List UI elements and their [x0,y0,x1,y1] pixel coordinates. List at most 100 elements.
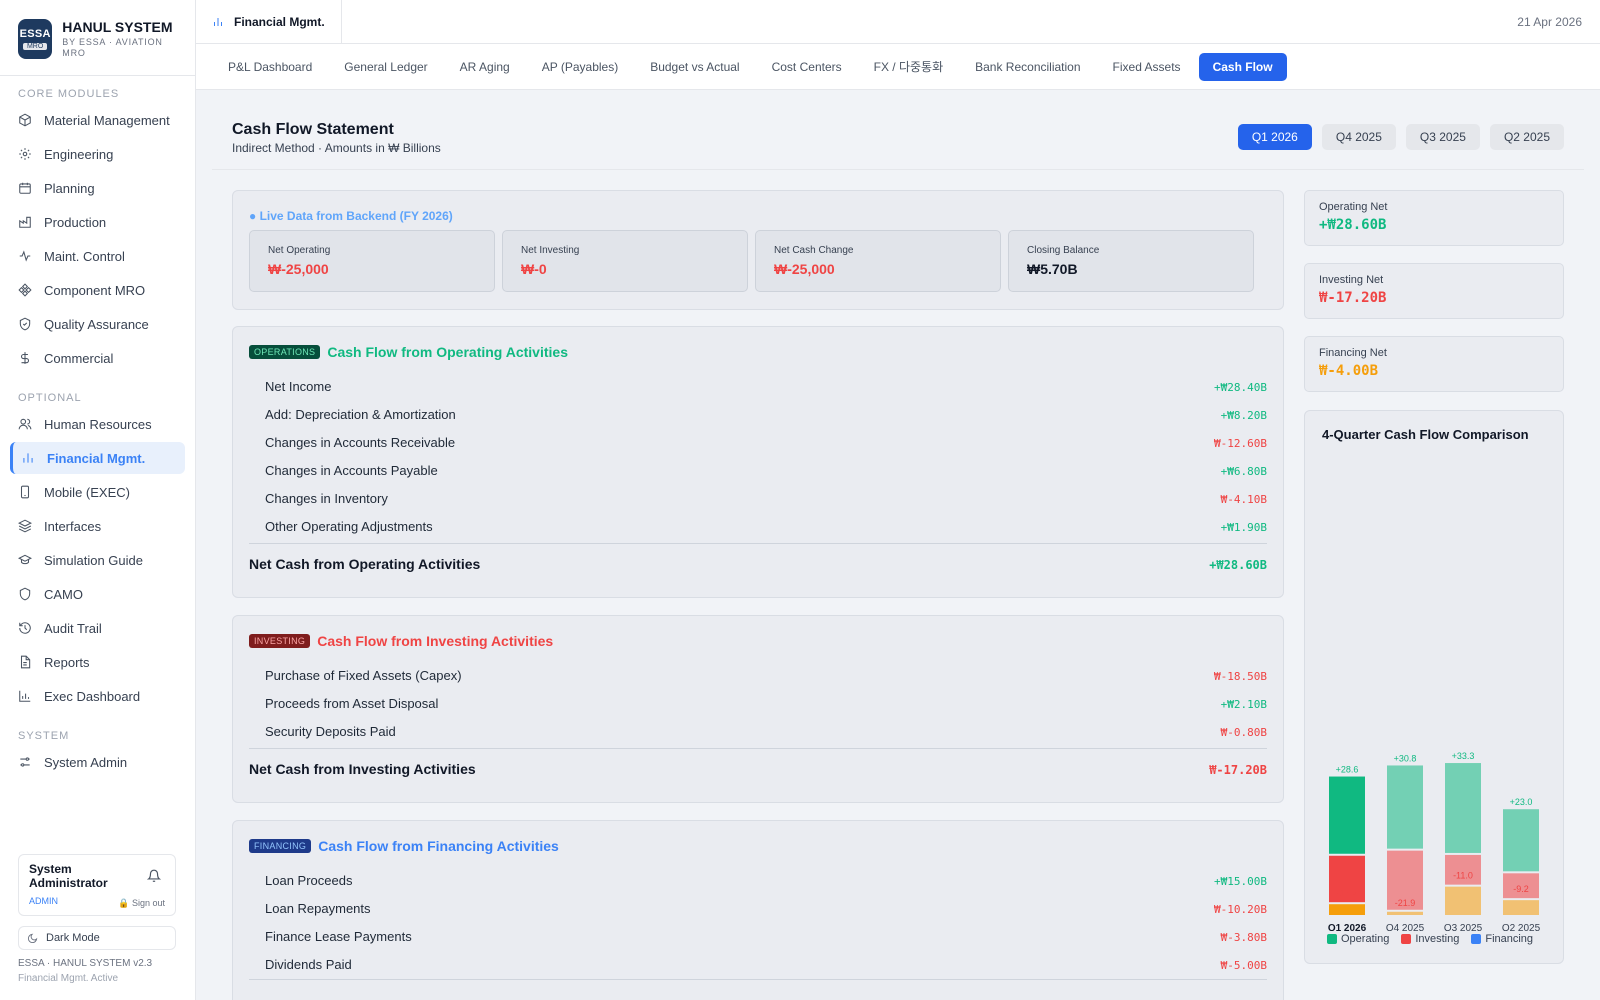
investing-badge: INVESTING [249,634,311,648]
sidebar-item-label: Component MRO [44,282,146,298]
live-data-card: ● Live Data from Backend (FY 2026) Net O… [232,190,1284,310]
current-date: 21 Apr 2026 [1517,15,1582,29]
summary-card-operating-net: Operating Net +₩28.60B [1304,190,1564,246]
legend-label: Operating [1341,933,1390,945]
brand-subtitle: BY ESSA · AVIATION MRO [62,36,163,58]
dark-mode-label: Dark Mode [46,932,100,944]
lock-icon: 🔒 [118,898,130,908]
page-subtitle: Indirect Method · Amounts in ₩ Billions [232,141,441,155]
section-label-optional: OPTIONAL [18,392,82,404]
tab-ap-payables[interactable]: AP (Payables) [541,59,619,74]
pulse-icon [19,250,31,262]
sidebar-item-camo[interactable]: CAMO [10,578,185,610]
legend-item-investing: Investing [1401,933,1459,945]
sidebar-item-label: Audit Trail [44,620,102,636]
tab-cash-flow[interactable]: Cash Flow [1198,52,1287,81]
tab-fixed-assets[interactable]: Fixed Assets [1112,59,1181,74]
line-item-proceeds-from-asset-disposal: Proceeds from Asset Disposal +₩2.10B [249,690,1267,718]
line-item-changes-in-accounts-receivable: Changes in Accounts Receivable ₩-12.60B [249,429,1267,457]
moon-icon [28,933,38,943]
tab-cost-centers[interactable]: Cost Centers [771,59,842,74]
line-item-value: ₩-10.20B [1214,903,1267,916]
sidebar-item-label: Reports [44,654,90,670]
line-item-value: +₩15.00B [1214,875,1267,888]
sidebar-item-financial-mgmt[interactable]: Financial Mgmt. [10,442,185,474]
sidebar-item-interfaces[interactable]: Interfaces [10,510,185,542]
users-icon [18,418,32,430]
sidebar-item-planning[interactable]: Planning [10,172,185,204]
line-item-value: +₩6.80B [1220,465,1267,478]
chart-title: 4-Quarter Cash Flow Comparison [1322,427,1529,442]
sidebar-item-human-resources[interactable]: Human Resources [10,408,185,440]
operating-data-label: +23.0 [1510,797,1533,807]
summary-value: ₩-4.00B [1319,363,1379,379]
top-bar: Financial Mgmt. 21 Apr 2026 [196,0,1600,44]
tab-fx[interactable]: FX / 다중통화 [873,60,944,74]
bar-chart-icon [214,17,222,26]
line-item-label: Loan Repayments [265,901,371,916]
sidebar-item-mobile-exec[interactable]: Mobile (EXEC) [10,476,185,508]
sidebar-item-reports[interactable]: Reports [10,646,185,678]
operating-title: Cash Flow from Operating Activities [327,344,568,360]
sidebar-item-component-mro[interactable]: Component MRO [10,274,185,306]
sidebar-item-label: Mobile (EXEC) [44,484,130,500]
financing-bar-q3-2025 [1445,886,1481,915]
user-card: System Administrator ADMIN 🔒 Sign out [18,854,176,916]
period-button-q4-2025[interactable]: Q4 2025 [1321,124,1396,150]
kpi-value: ₩-25,000 [268,261,329,277]
summary-label: Financing Net [1319,347,1387,359]
sidebar: ESSA MRO HANUL SYSTEM BY ESSA · AVIATION… [0,0,196,1000]
period-button-q2-2025[interactable]: Q2 2025 [1489,124,1564,150]
operating-total-row: Net Cash from Operating Activities +₩28.… [249,543,1267,581]
sidebar-item-exec-dashboard[interactable]: Exec Dashboard [10,680,185,712]
sidebar-item-maint-control[interactable]: Maint. Control [10,240,185,272]
sidebar-item-commercial[interactable]: Commercial [10,342,185,374]
kpi-closing-balance: Closing Balance ₩5.70B [1008,230,1254,292]
x-tick-label: Q4 2025 [1386,923,1425,931]
sidebar-item-audit-trail[interactable]: Audit Trail [10,612,185,644]
sidebar-item-simulation-guide[interactable]: Simulation Guide [10,544,185,576]
line-item-other-operating-adjustments: Other Operating Adjustments +₩1.90B [249,513,1267,541]
line-item-value: ₩-0.80B [1220,726,1267,739]
chart-icon [19,690,31,702]
line-item-loan-repayments: Loan Repayments ₩-10.20B [249,895,1267,923]
investing-section: INVESTING Cash Flow from Investing Activ… [232,615,1284,803]
investing-data-label: -9.2 [1513,884,1529,894]
sidebar-item-quality-assurance[interactable]: Quality Assurance [10,308,185,340]
period-button-q3-2025[interactable]: Q3 2025 [1405,124,1480,150]
summary-label: Investing Net [1319,274,1384,286]
essa-logo[interactable]: ESSA MRO [18,18,53,59]
sidebar-item-production[interactable]: Production [10,206,185,238]
chart-legend: Operating Investing Financing [1327,933,1545,945]
logo-text: ESSA [19,27,51,40]
operating-section: OPERATIONS Cash Flow from Operating Acti… [232,326,1284,598]
sidebar-item-label: Exec Dashboard [44,688,141,704]
sidebar-item-label: Simulation Guide [44,552,143,568]
line-item-label: Purchase of Fixed Assets (Capex) [265,668,462,683]
sidebar-item-label: Financial Mgmt. [47,450,146,466]
investing-total-row: Net Cash from Investing Activities ₩-17.… [249,748,1267,786]
legend-label: Financing [1485,933,1534,945]
tab-p-l-dashboard[interactable]: P&L Dashboard [228,59,313,74]
investing-bar-q2-2025 [1503,873,1539,899]
components-icon [18,283,32,297]
dark-mode-toggle[interactable]: Dark Mode [18,926,176,950]
sidebar-item-material-management[interactable]: Material Management [10,104,185,136]
sidebar-item-system-admin[interactable]: System Admin [10,746,185,778]
sidebar-item-label: Production [44,214,107,230]
sign-out-button[interactable]: 🔒 Sign out [118,898,165,909]
layers-icon [18,519,32,533]
financing-bar-q2-2025 [1503,900,1539,915]
operating-bar-q2-2025 [1503,809,1539,872]
tab-ar-aging[interactable]: AR Aging [459,59,510,74]
tab-bank-reconciliation[interactable]: Bank Reconciliation [975,59,1081,74]
bell-icon[interactable] [147,869,161,883]
tab-budget-vs-actual[interactable]: Budget vs Actual [650,59,740,74]
module-tab[interactable]: Financial Mgmt. [196,0,342,43]
sidebar-item-engineering[interactable]: Engineering [10,138,185,170]
legend-item-operating: Operating [1327,933,1389,945]
period-button-q1-2026[interactable]: Q1 2026 [1237,124,1312,150]
kpi-value: ₩-25,000 [774,261,835,277]
tab-general-ledger[interactable]: General Ledger [344,59,428,74]
legend-label: Investing [1415,933,1460,945]
